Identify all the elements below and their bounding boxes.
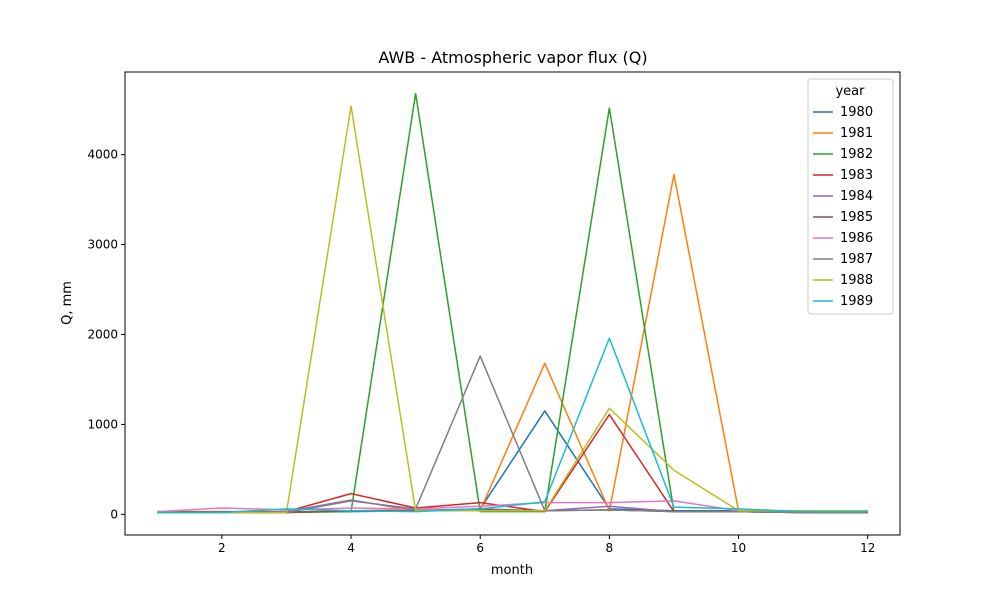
x-tick-label: 8 <box>606 541 614 555</box>
legend-label-1984: 1984 <box>840 189 873 204</box>
legend-box <box>807 78 894 315</box>
legend-label-1986: 1986 <box>840 231 873 246</box>
x-tick-label: 2 <box>218 541 226 555</box>
legend-label-1988: 1988 <box>840 273 873 288</box>
y-axis: 0 1000 2000 3000 4000 <box>87 148 125 521</box>
y-tick-label: 0 <box>110 507 118 521</box>
y-tick-label: 4000 <box>87 148 118 162</box>
legend-label-1983: 1983 <box>840 168 873 183</box>
y-axis-label: Q, mm <box>60 281 75 325</box>
x-tick-label: 12 <box>860 541 875 555</box>
series-line-1988 <box>157 105 868 514</box>
y-tick-label: 1000 <box>87 417 118 431</box>
chart-title: AWB - Atmospheric vapor flux (Q) <box>378 48 647 67</box>
plot-area-frame <box>124 71 901 536</box>
x-tick-label: 10 <box>731 541 746 555</box>
x-axis: 2 4 6 8 10 12 <box>218 535 875 555</box>
legend-label-1980: 1980 <box>840 105 873 120</box>
legend-title: year <box>835 84 865 99</box>
legend-label-1987: 1987 <box>840 252 873 267</box>
legend: year 1980 1981 1982 1983 1984 1985 1986 1987 198… <box>807 78 894 315</box>
legend-label-1981: 1981 <box>840 126 873 141</box>
legend-label-1989: 1989 <box>840 294 873 309</box>
x-tick-label: 6 <box>476 541 484 555</box>
x-axis-label: month <box>491 563 533 578</box>
legend-label-1985: 1985 <box>840 210 873 225</box>
legend-label-1982: 1982 <box>840 147 873 162</box>
y-tick-label: 2000 <box>87 328 118 342</box>
y-tick-label: 3000 <box>87 238 118 252</box>
x-tick-label: 4 <box>347 541 355 555</box>
plot-lines <box>157 92 868 514</box>
series-line-1989 <box>157 337 868 514</box>
